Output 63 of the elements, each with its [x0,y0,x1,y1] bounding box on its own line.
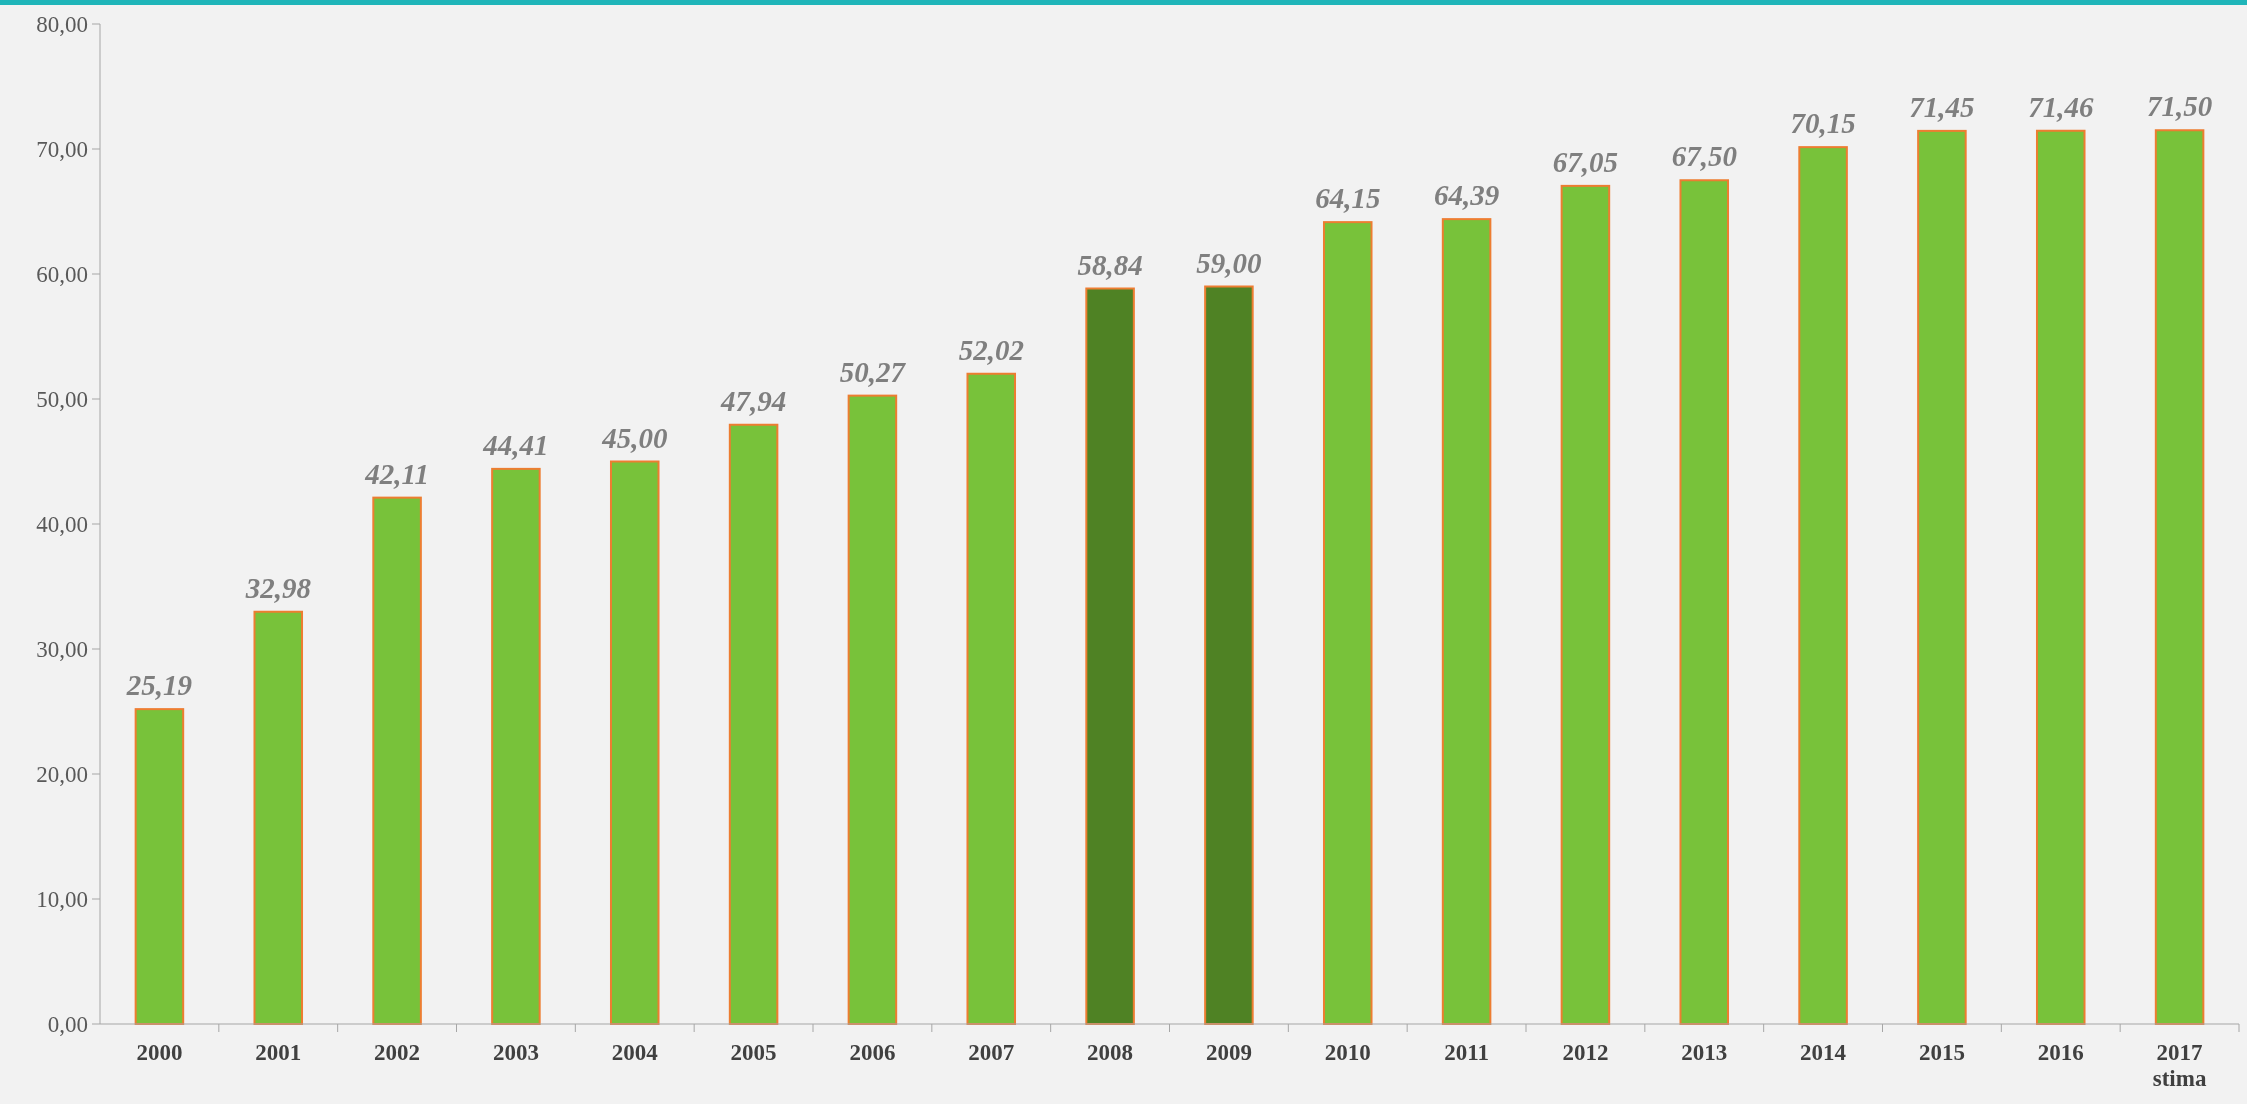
y-tick-label: 0,00 [47,1012,88,1038]
bar [1560,184,1611,1025]
x-tick-label: 2001 [255,1040,302,1065]
x-tick-label: 2003 [492,1040,539,1065]
x-tick-label: 2010 [1324,1040,1371,1065]
y-tick-label: 10,00 [36,887,88,913]
data-label: 44,41 [482,428,549,461]
x-tick-label: 2004 [611,1040,659,1065]
data-label: 67,05 [1552,145,1619,178]
x-tick-label: 2007 [968,1040,1015,1065]
bar [134,708,185,1025]
bar [609,460,660,1025]
x-tick-label: 2014 [1800,1040,1847,1065]
bar [1798,146,1848,1025]
data-label: 67,50 [1671,140,1737,173]
data-label: 47,94 [719,384,787,417]
data-label: 42,11 [364,457,429,490]
data-label: 52,02 [958,333,1024,366]
data-label: 70,15 [1790,107,1856,140]
bar [1204,285,1254,1025]
x-tick-label: 2011 [1444,1040,1489,1065]
bar [1679,179,1730,1025]
bar [253,610,304,1025]
y-tick-label: 70,00 [36,137,88,163]
data-label: 32,98 [244,571,312,604]
x-tick-label: 2006 [849,1040,896,1065]
x-tick-label: 2012 [1562,1040,1609,1065]
bar [966,372,1017,1025]
bar [1441,218,1492,1025]
x-tick-label: 2002 [374,1040,421,1065]
bar [491,467,541,1025]
bar [2154,129,2205,1025]
data-label: 71,50 [2146,90,2213,123]
data-label: 71,45 [1909,90,1975,123]
x-tick-label: 2013 [1681,1040,1728,1065]
bar [372,496,422,1025]
bar [728,423,779,1025]
x-tick-label: 2017 stima [2152,1040,2207,1091]
x-tick-label: 2005 [730,1040,777,1065]
x-tick-label: 2009 [1205,1040,1252,1065]
y-tick-label: 40,00 [36,512,88,538]
bar [1917,129,1967,1025]
bar [1085,287,1135,1025]
bar [2035,129,2086,1025]
data-label: 64,15 [1315,182,1381,215]
y-tick-label: 30,00 [36,637,88,663]
data-label: 71,46 [2028,90,2094,123]
x-tick-label: 2000 [136,1040,183,1065]
x-tick-label: 2015 [1918,1040,1965,1065]
y-tick-label: 80,00 [36,12,88,38]
data-label: 50,27 [839,355,907,388]
bar [847,394,898,1025]
data-label: 45,00 [601,421,668,454]
data-label: 59,00 [1196,246,1262,279]
y-tick-label: 50,00 [36,387,88,413]
data-label: 64,39 [1433,179,1500,212]
data-label: 25,19 [125,669,193,702]
data-label: 58,84 [1077,248,1143,281]
bar [1322,221,1373,1025]
x-tick-label: 2008 [1087,1040,1134,1065]
y-tick-label: 20,00 [36,762,88,788]
x-tick-label: 2016 [2037,1040,2084,1065]
y-tick-label: 60,00 [36,262,88,288]
